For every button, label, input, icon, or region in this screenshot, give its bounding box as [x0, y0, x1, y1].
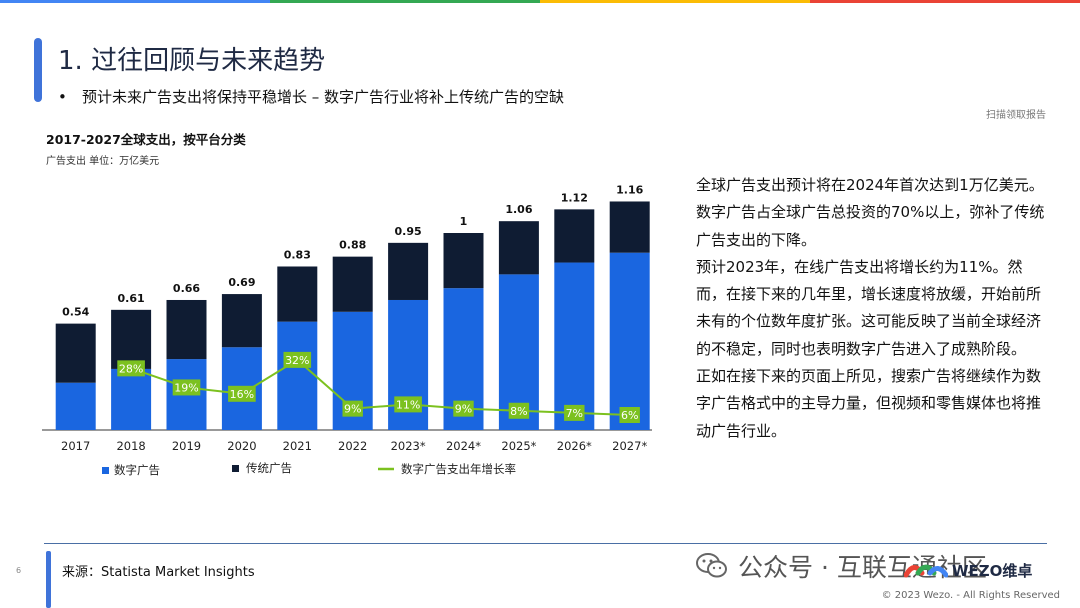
footer-divider [44, 543, 1047, 544]
total-label-0: 0.54 [62, 306, 89, 319]
x-tick-label-0: 2017 [61, 439, 90, 453]
bar-traditional-9 [554, 209, 595, 263]
bar-traditional-3 [221, 294, 262, 348]
bullet: • [58, 88, 67, 106]
bar-traditional-5 [332, 256, 373, 312]
growth-label-box-6 [453, 400, 474, 417]
total-label-4: 0.83 [284, 248, 311, 261]
bar-digital-10 [609, 252, 650, 430]
bar-traditional-8 [498, 221, 539, 275]
growth-label-7: 8% [510, 405, 527, 418]
growth-label-box-9 [619, 407, 640, 423]
growth-label-9: 6% [621, 409, 638, 422]
brand-logo: WEZO维卓 [904, 560, 1032, 581]
commentary: 全球广告支出预计将在2024年首次达到1万亿美元。数字广告占全球广告总投资的70… [696, 172, 1048, 445]
page-number: 6 [16, 566, 22, 575]
stacked-bar-chart: 0.54 2017 0.61 2018 0.66 2019 0.69 2020 0.83 2021… [42, 183, 652, 477]
source-accent-bar [46, 551, 51, 608]
page-subtitle: • 预计未来广告支出将保持平稳增长 – 数字广告行业将补上传统广告的空缺 [58, 86, 564, 107]
legend-label-traditional: 传统广告 [246, 461, 292, 475]
chart-unit-label: 广告支出 单位：万亿美元 [46, 156, 160, 167]
x-tick-label-2: 2019 [172, 439, 201, 453]
top-bar-blue [0, 0, 270, 3]
chart-title: 2017-2027全球支出，按平台分类 [46, 132, 246, 147]
bar-traditional-4 [277, 266, 318, 322]
growth-label-4: 9% [344, 403, 361, 416]
total-label-2: 0.66 [173, 282, 200, 295]
source-text: 来源：Statista Market Insights [62, 565, 255, 580]
bar-digital-0 [55, 382, 96, 430]
brand-text: WEZO维卓 [952, 562, 1033, 580]
growth-label-box-1 [172, 379, 201, 396]
total-label-8: 1.06 [505, 203, 532, 216]
wechat-text: 公众号 · 互联互通社区 [738, 553, 987, 582]
total-label-10: 1.16 [616, 183, 643, 196]
growth-label-box-7 [508, 402, 530, 419]
bar-digital-1 [111, 368, 152, 430]
bar-traditional-10 [609, 201, 650, 253]
x-tick-label-1: 2018 [116, 439, 145, 453]
total-label-5: 0.88 [339, 239, 366, 252]
growth-label-1: 19% [174, 381, 198, 394]
bar-traditional-0 [55, 323, 96, 383]
bar-traditional-7 [443, 233, 484, 289]
top-bar-green [270, 0, 540, 3]
growth-label-2: 16% [230, 388, 254, 401]
legend-swatch-traditional [232, 465, 239, 472]
wechat-icon [696, 553, 728, 579]
x-tick-label-10: 2027* [612, 439, 647, 453]
bar-traditional-1 [111, 309, 152, 369]
growth-label-5: 11% [396, 398, 420, 411]
total-label-7: 1 [460, 215, 468, 228]
title-accent-bar [34, 38, 42, 102]
growth-label-box-0 [117, 360, 145, 377]
commentary-paragraph-2: 预计2023年，在线广告支出将增长约为11%。然而，在接下来的几年里，增长速度将… [696, 257, 1042, 358]
subtitle-text: 预计未来广告支出将保持平稳增长 – 数字广告行业将补上传统广告的空缺 [82, 88, 565, 106]
commentary-paragraph-1: 全球广告支出预计将在2024年首次达到1万亿美元。数字广告占全球广告总投资的70… [696, 176, 1045, 249]
total-label-3: 0.69 [228, 276, 255, 289]
bar-traditional-2 [166, 299, 207, 360]
growth-label-0: 28% [119, 362, 143, 375]
growth-label-box-5 [394, 396, 422, 413]
growth-label-3: 32% [285, 354, 309, 367]
x-tick-label-9: 2026* [557, 439, 592, 453]
x-tick-label-7: 2024* [446, 439, 481, 453]
top-bar-yellow [540, 0, 810, 3]
growth-label-box-4 [342, 400, 363, 417]
scan-note: 扫描领取报告 [986, 110, 1046, 121]
bar-traditional-6 [388, 242, 429, 300]
top-bar-red [810, 0, 1080, 3]
wezo-logo-icon [904, 564, 948, 577]
x-tick-label-5: 2022 [338, 439, 367, 453]
x-tick-label-3: 2020 [227, 439, 256, 453]
growth-line [130, 358, 630, 416]
x-tick-label-4: 2021 [283, 439, 312, 453]
legend-label-growth: 数字广告支出年增长率 [401, 462, 516, 476]
growth-label-6: 9% [455, 403, 472, 416]
copyright: © 2023 Wezo. - All Rights Reserved [881, 590, 1060, 601]
commentary-paragraph-3: 正如在接下来的页面上所见，搜索广告将继续作为数字广告格式中的主导力量，但视频和零… [696, 367, 1042, 440]
total-label-9: 1.12 [561, 191, 588, 204]
growth-label-box-8 [564, 404, 585, 421]
top-color-bar [0, 0, 1080, 3]
legend-label-digital: 数字广告 [114, 463, 160, 477]
page-title: 1. 过往回顾与未来趋势 [58, 46, 326, 76]
growth-label-8: 7% [566, 407, 583, 420]
bar-digital-4 [277, 321, 318, 430]
total-label-1: 0.61 [118, 292, 145, 305]
wechat-watermark: 公众号 · 互联互通社区 [696, 548, 987, 584]
growth-label-box-3 [283, 351, 312, 368]
legend-swatch-digital [102, 467, 109, 474]
growth-label-box-2 [228, 385, 256, 402]
x-tick-label-6: 2023* [391, 439, 426, 453]
x-tick-label-8: 2025* [501, 439, 536, 453]
total-label-6: 0.95 [395, 225, 422, 238]
bar-digital-9 [554, 262, 595, 430]
